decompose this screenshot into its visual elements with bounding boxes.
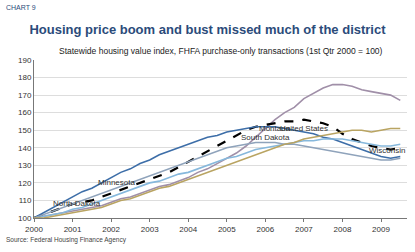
svg-text:2002: 2002 bbox=[102, 225, 120, 234]
svg-text:Minnesota: Minnesota bbox=[98, 178, 135, 187]
svg-text:South Dakota: South Dakota bbox=[241, 133, 290, 142]
svg-text:160: 160 bbox=[18, 108, 32, 117]
svg-text:2000: 2000 bbox=[25, 225, 43, 234]
svg-text:100: 100 bbox=[18, 214, 32, 223]
svg-text:2005: 2005 bbox=[218, 225, 236, 234]
svg-text:2006: 2006 bbox=[256, 225, 274, 234]
svg-text:CHART 9: CHART 9 bbox=[6, 4, 36, 11]
svg-text:180: 180 bbox=[18, 73, 32, 82]
svg-text:2007: 2007 bbox=[295, 225, 313, 234]
svg-text:North Dakota: North Dakota bbox=[53, 199, 101, 208]
svg-text:130: 130 bbox=[18, 161, 32, 170]
svg-text:2004: 2004 bbox=[179, 225, 197, 234]
svg-text:Source: Federal Housing Financ: Source: Federal Housing Finance Agency bbox=[6, 236, 127, 244]
svg-text:Montana: Montana bbox=[259, 124, 291, 133]
svg-text:Statewide housing value index,: Statewide housing value index, FHFA purc… bbox=[59, 46, 383, 56]
svg-text:Housing price boom and bust mi: Housing price boom and bust missed much … bbox=[29, 22, 386, 37]
svg-text:2009: 2009 bbox=[372, 225, 390, 234]
svg-text:2001: 2001 bbox=[64, 225, 82, 234]
svg-text:140: 140 bbox=[18, 144, 32, 153]
svg-text:2003: 2003 bbox=[141, 225, 159, 234]
svg-text:150: 150 bbox=[18, 126, 32, 135]
svg-text:110: 110 bbox=[19, 196, 32, 205]
svg-text:Wisconsin: Wisconsin bbox=[369, 146, 405, 155]
svg-text:120: 120 bbox=[18, 179, 32, 188]
svg-text:United States: United States bbox=[280, 124, 328, 133]
svg-text:190: 190 bbox=[18, 56, 32, 65]
svg-text:170: 170 bbox=[18, 91, 32, 100]
svg-text:2008: 2008 bbox=[334, 225, 352, 234]
